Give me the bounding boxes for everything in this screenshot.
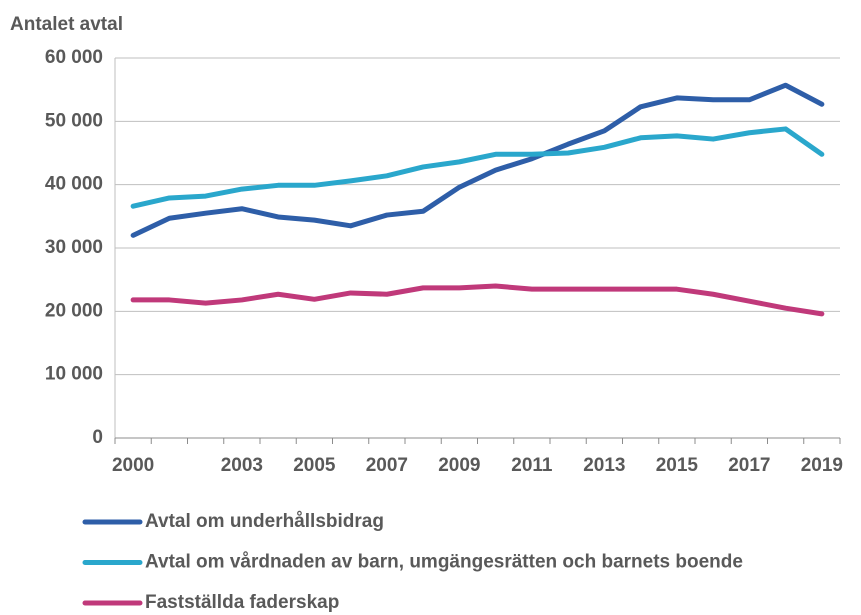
x-tick-label: 2011	[511, 455, 553, 476]
x-tick-label: 2009	[438, 455, 480, 476]
y-tick-label: 0	[92, 427, 103, 448]
y-tick-label: 40 000	[45, 174, 103, 195]
legend-label: Avtal om underhållsbidrag	[145, 511, 384, 532]
line-series	[130, 283, 825, 317]
x-tick-label: 2017	[728, 455, 770, 476]
x-tick-label: 2003	[221, 455, 263, 476]
legend-label: Avtal om vårdnaden av barn, umgängesrätt…	[145, 552, 743, 573]
x-tick-label: 2000	[112, 455, 154, 476]
y-tick-label: 20 000	[45, 300, 103, 321]
legend-label: Fastställda faderskap	[145, 592, 339, 613]
x-tick-label: 2019	[801, 455, 843, 476]
y-tick-label: 30 000	[45, 237, 103, 258]
x-tick-label: 2005	[293, 455, 336, 476]
x-tick-label: 2007	[366, 455, 408, 476]
line-series	[130, 82, 825, 238]
y-tick-label: 50 000	[45, 110, 103, 131]
y-tick-label: 60 000	[45, 47, 103, 68]
x-tick-label: 2015	[656, 455, 699, 476]
y-axis-title: Antalet avtal	[10, 14, 123, 35]
y-tick-label: 10 000	[45, 364, 103, 385]
line-series	[130, 126, 825, 209]
x-tick-label: 2013	[583, 455, 625, 476]
